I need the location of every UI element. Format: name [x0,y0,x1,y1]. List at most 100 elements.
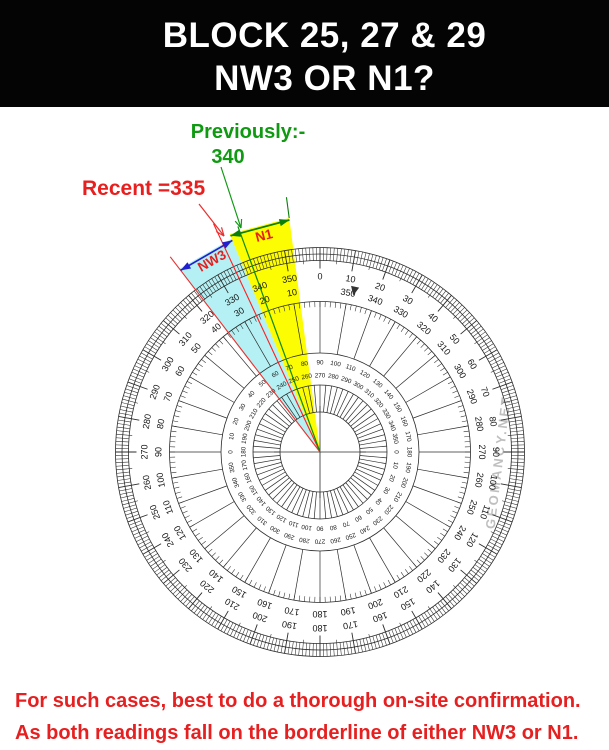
svg-text:50: 50 [258,378,268,388]
title-banner: BLOCK 25, 27 & 29 NW3 OR N1? [0,0,609,107]
svg-text:180: 180 [312,609,327,619]
svg-text:320: 320 [245,503,257,516]
svg-text:60: 60 [173,364,187,378]
svg-text:60: 60 [465,357,479,371]
svg-text:280: 280 [473,416,485,433]
svg-text:180: 180 [240,446,247,457]
svg-text:0: 0 [227,450,234,454]
svg-text:350: 350 [391,433,400,445]
svg-text:310: 310 [256,514,269,526]
svg-text:210: 210 [248,407,260,420]
previously-label: Previously:- [190,121,306,143]
svg-text:230: 230 [371,514,384,526]
svg-text:270: 270 [315,372,326,379]
svg-text:90: 90 [153,447,163,457]
svg-text:270: 270 [139,444,149,459]
svg-text:190: 190 [281,619,298,631]
svg-text:300: 300 [269,523,282,535]
svg-text:350: 350 [281,273,298,285]
svg-text:220: 220 [415,567,433,584]
svg-text:300: 300 [352,380,365,392]
svg-text:50: 50 [448,332,462,346]
svg-text:140: 140 [382,388,394,401]
svg-text:190: 190 [403,462,412,474]
svg-text:90: 90 [316,525,324,532]
svg-text:40: 40 [209,321,223,335]
svg-text:10: 10 [391,461,399,470]
svg-text:340: 340 [367,293,385,308]
svg-text:140: 140 [255,494,267,507]
svg-text:120: 120 [275,512,288,524]
protractor-scale [115,247,525,657]
svg-text:90: 90 [316,359,324,366]
svg-text:70: 70 [479,385,492,398]
svg-text:160: 160 [256,597,274,612]
svg-text:290: 290 [465,388,480,406]
svg-text:80: 80 [487,416,499,428]
svg-text:220: 220 [382,503,394,516]
title-line-1: BLOCK 25, 27 & 29 [162,16,487,55]
svg-text:120: 120 [358,369,371,381]
pointer-arrows [198,166,243,237]
svg-text:10: 10 [345,273,357,285]
svg-text:110: 110 [161,499,175,516]
svg-text:260: 260 [473,472,485,489]
svg-text:100: 100 [300,523,312,532]
previously-value: 340 [211,146,245,168]
svg-text:330: 330 [392,304,410,320]
svg-text:50: 50 [364,505,374,515]
svg-text:160: 160 [243,471,253,484]
svg-text:280: 280 [141,413,153,430]
caption-text: For such cases, best to do a thorough on… [15,685,609,749]
svg-text:70: 70 [162,390,175,403]
svg-text:170: 170 [342,619,359,631]
svg-text:210: 210 [391,490,403,503]
svg-text:180: 180 [406,447,413,458]
svg-text:260: 260 [301,372,313,381]
svg-text:260: 260 [141,474,153,491]
svg-text:310: 310 [435,339,452,357]
svg-text:60: 60 [353,513,363,523]
svg-text:100: 100 [154,472,166,489]
svg-text:170: 170 [240,459,249,471]
svg-text:80: 80 [155,418,167,430]
svg-text:80: 80 [329,523,338,531]
svg-text:350: 350 [228,461,237,473]
svg-text:110: 110 [345,363,357,373]
svg-text:200: 200 [251,610,269,625]
index-mark [351,285,360,296]
caption-line-2: As both readings fall on the borderline … [15,722,579,744]
svg-text:320: 320 [415,319,433,336]
svg-text:130: 130 [264,504,277,516]
svg-text:330: 330 [237,490,249,503]
svg-text:290: 290 [148,383,163,401]
reading-lines [169,223,321,453]
recent-reading-label: Recent =335 [82,177,206,200]
svg-text:170: 170 [404,431,413,443]
svg-text:230: 230 [435,547,452,565]
svg-text:340: 340 [387,420,397,433]
svg-text:280: 280 [298,535,310,544]
svg-text:340: 340 [231,476,241,489]
svg-text:290: 290 [283,531,296,541]
svg-text:200: 200 [243,419,253,432]
svg-text:40: 40 [247,389,257,399]
svg-text:200: 200 [367,597,385,612]
svg-text:100: 100 [330,360,342,369]
svg-text:110: 110 [288,518,300,528]
svg-text:160: 160 [371,610,389,625]
svg-text:220: 220 [256,396,268,409]
svg-text:250: 250 [465,499,480,517]
svg-text:10: 10 [286,287,298,299]
svg-text:20: 20 [387,474,396,483]
svg-text:70: 70 [341,519,350,528]
svg-text:240: 240 [276,380,289,392]
svg-text:40: 40 [426,310,440,324]
svg-text:150: 150 [248,483,260,496]
svg-text:130: 130 [187,547,204,565]
svg-text:270: 270 [314,538,325,545]
svg-text:130: 130 [371,378,384,390]
svg-text:160: 160 [399,415,409,428]
svg-text:250: 250 [344,531,357,541]
